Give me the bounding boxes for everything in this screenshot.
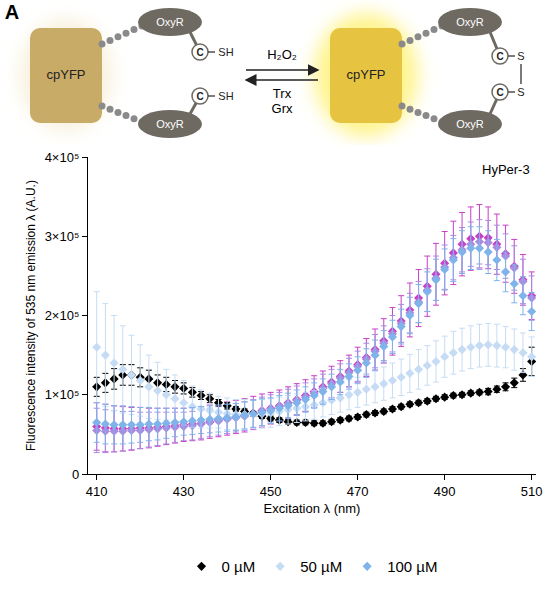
svg-text:C: C xyxy=(496,87,503,98)
svg-text:100 µM: 100 µM xyxy=(387,558,437,575)
svg-text:Fluorescence intensity of 535: Fluorescence intensity of 535 nm emissio… xyxy=(24,180,38,451)
svg-text:SH: SH xyxy=(218,46,233,58)
svg-text:50 µM: 50 µM xyxy=(300,558,342,575)
svg-text:S: S xyxy=(517,50,524,62)
svg-text:Excitation λ (nm): Excitation λ (nm) xyxy=(264,501,361,516)
svg-text:HyPer-3: HyPer-3 xyxy=(482,162,530,177)
svg-text:cpYFP: cpYFP xyxy=(346,67,385,82)
svg-text:C: C xyxy=(196,91,203,102)
svg-text:C: C xyxy=(496,51,503,62)
svg-text:Trx: Trx xyxy=(273,86,292,101)
svg-text:OxyR: OxyR xyxy=(156,118,184,130)
svg-text:cpYFP: cpYFP xyxy=(46,67,85,82)
svg-text:4×10⁵: 4×10⁵ xyxy=(45,150,80,165)
svg-text:3×10⁵: 3×10⁵ xyxy=(45,229,80,244)
svg-text:OxyR: OxyR xyxy=(456,16,484,28)
svg-text:450: 450 xyxy=(260,484,282,499)
svg-text:OxyR: OxyR xyxy=(156,16,184,28)
svg-text:OxyR: OxyR xyxy=(456,118,484,130)
svg-text:2×10⁵: 2×10⁵ xyxy=(45,308,80,323)
svg-text:S: S xyxy=(517,86,524,98)
svg-text:H₂O₂: H₂O₂ xyxy=(267,47,297,62)
svg-text:1×10⁵: 1×10⁵ xyxy=(45,387,80,402)
svg-text:A: A xyxy=(5,1,19,23)
svg-text:SH: SH xyxy=(218,90,233,102)
svg-text:510: 510 xyxy=(521,484,543,499)
svg-text:490: 490 xyxy=(434,484,456,499)
svg-text:0: 0 xyxy=(72,467,79,482)
svg-text:410: 410 xyxy=(86,484,108,499)
svg-text:0 µM: 0 µM xyxy=(222,558,256,575)
svg-text:Grx: Grx xyxy=(272,101,293,116)
svg-text:C: C xyxy=(196,47,203,58)
svg-text:470: 470 xyxy=(347,484,369,499)
svg-text:430: 430 xyxy=(173,484,195,499)
